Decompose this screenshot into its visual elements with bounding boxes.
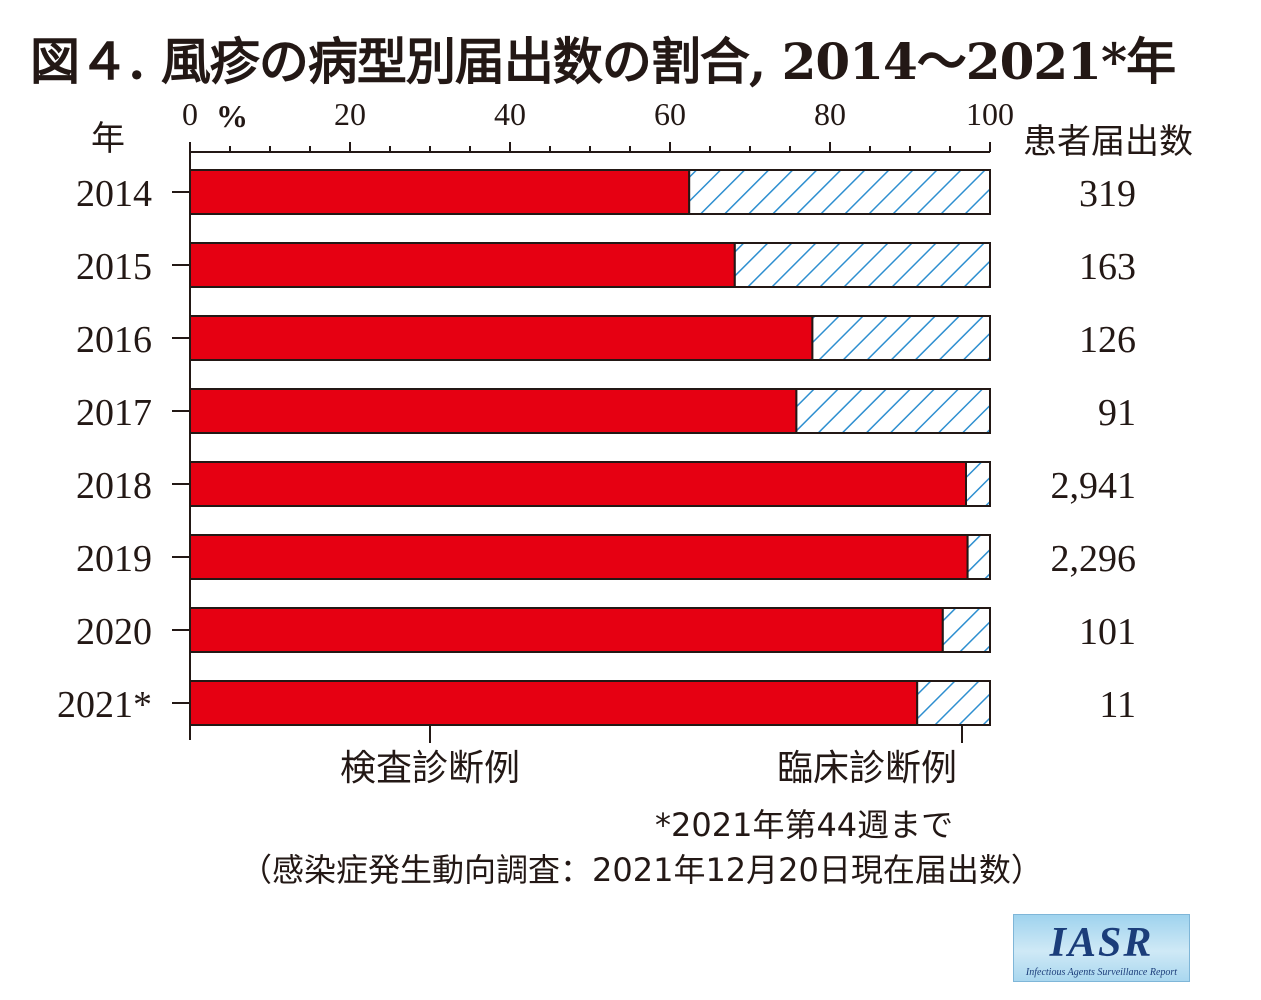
- bar-lab-confirmed: [189, 388, 798, 434]
- legend-label-lab-confirmed: 検査診断例: [340, 748, 520, 789]
- logo-main-text: IASR: [1049, 920, 1154, 966]
- x-tick-label: 100: [966, 96, 1014, 132]
- bar-lab-confirmed: [189, 534, 969, 580]
- legend-label-clinical: 臨床診断例: [777, 748, 957, 789]
- count-label: 163: [1079, 246, 1136, 288]
- y-category-label: 2014: [76, 173, 152, 215]
- bar-clinical: [941, 607, 991, 653]
- bar-clinical: [688, 169, 991, 215]
- y-category-label: 2020: [76, 611, 152, 653]
- count-label: 319: [1079, 173, 1136, 215]
- bar-lab-confirmed: [189, 607, 944, 653]
- labels-layer: 0 20 40 60 80 100% 年 患者届出数 2014 319 2015 163 2016 126…: [57, 96, 1193, 789]
- stacked-bar-chart: 0 20 40 60 80 100% 年 患者届出数 2014 319 2015 163 2016 126…: [57, 96, 1193, 789]
- x-unit-label: %: [216, 98, 248, 134]
- bar-clinical: [965, 461, 991, 507]
- y-category-label: 2021*: [57, 684, 152, 726]
- x-tick-label: 80: [814, 96, 846, 132]
- count-label: 91: [1098, 392, 1136, 434]
- bar-clinical: [916, 680, 992, 726]
- y-category-label: 2017: [76, 392, 152, 434]
- y-category-label: 2019: [76, 538, 152, 580]
- bar-clinical: [733, 242, 991, 288]
- bar-clinical: [795, 388, 992, 434]
- bar-lab-confirmed: [189, 242, 736, 288]
- footnote-source: （感染症発生動向調査：2021年12月20日現在届出数）: [240, 851, 1043, 889]
- iasr-logo: IASR Infectious Agents Surveillance Repo…: [1013, 914, 1190, 982]
- count-label: 2,296: [1051, 538, 1137, 580]
- x-tick-label: 60: [654, 96, 686, 132]
- y-axis-header: 年: [91, 119, 125, 159]
- y-category-label: 2015: [76, 246, 152, 288]
- count-label: 126: [1079, 319, 1136, 361]
- x-tick-label: 20: [334, 96, 366, 132]
- x-tick-label: 40: [494, 96, 526, 132]
- count-label: 11: [1099, 684, 1136, 726]
- bars-layer: [189, 169, 992, 726]
- chart-title: 図４. 風疹の病型別届出数の割合, 2014〜2021*年: [30, 32, 1176, 91]
- bar-lab-confirmed: [189, 169, 691, 215]
- bar-lab-confirmed: [189, 461, 967, 507]
- footnote-asterisk: *2021年第44週まで: [655, 806, 954, 844]
- bar-clinical: [966, 534, 991, 580]
- count-header: 患者届出数: [1023, 122, 1193, 162]
- bar-clinical: [811, 315, 992, 361]
- y-category-label: 2016: [76, 319, 152, 361]
- logo-sub-text: Infectious Agents Surveillance Report: [1025, 967, 1178, 978]
- x-tick-label: 0: [182, 96, 198, 132]
- count-label: 2,941: [1051, 465, 1137, 507]
- bar-lab-confirmed: [189, 315, 814, 361]
- count-label: 101: [1079, 611, 1136, 653]
- y-category-label: 2018: [76, 465, 152, 507]
- bar-lab-confirmed: [189, 680, 919, 726]
